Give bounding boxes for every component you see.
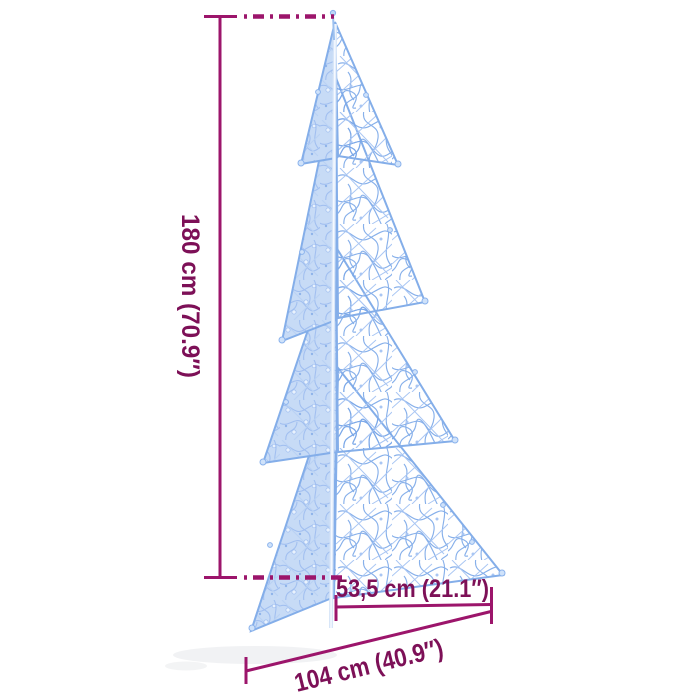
tree-trunk-highlight (330, 23, 336, 629)
christmas-tree (248, 9, 506, 633)
depth-label: 53,5 cm (21.1″) (336, 575, 489, 603)
height-label: 180 cm (70.9″) (176, 214, 204, 378)
depth-dimension-line (335, 603, 492, 609)
height-dimension (204, 14, 343, 580)
width-dimension-line (245, 610, 492, 673)
depth-dimension (334, 587, 493, 624)
width-dimension (244, 610, 492, 684)
led-dots (248, 89, 506, 632)
